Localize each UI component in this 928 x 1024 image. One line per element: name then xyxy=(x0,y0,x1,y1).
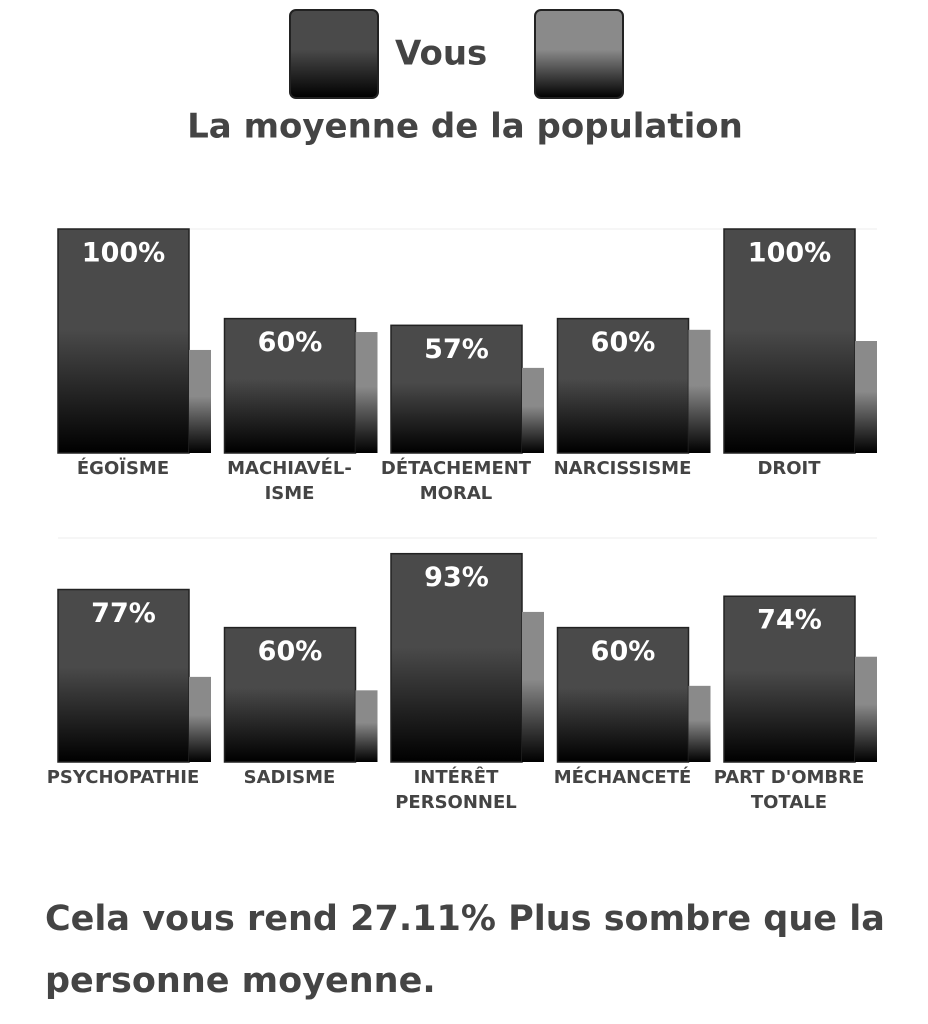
x-tick-label: DÉTACHEMENT MORAL xyxy=(380,458,532,504)
bar xyxy=(223,317,357,454)
bar xyxy=(390,324,523,454)
bar xyxy=(57,228,190,454)
value-label: 77% xyxy=(91,598,156,629)
bar xyxy=(189,349,211,453)
bar xyxy=(355,690,378,762)
bar xyxy=(522,367,544,453)
x-tick-label: SADISME xyxy=(243,767,336,788)
x-tick-label: NARCISSISME xyxy=(553,458,692,479)
x-tick-label: MÉCHANCETÉ xyxy=(553,767,692,788)
bar xyxy=(688,685,711,762)
x-tick-label: MACHIAVÉL- ISME xyxy=(227,458,352,504)
value-label: 60% xyxy=(258,636,323,667)
legend-swatch xyxy=(289,9,379,99)
bar xyxy=(57,588,190,763)
x-tick-label: PART D'OMBRE TOTALE xyxy=(713,767,865,813)
bar xyxy=(688,329,711,453)
value-label: 60% xyxy=(258,327,323,358)
bar xyxy=(223,626,357,763)
legend-label: La moyenne de la population xyxy=(187,107,743,147)
value-label: 60% xyxy=(591,327,656,358)
x-tick-label: DROIT xyxy=(757,458,821,479)
value-label: 57% xyxy=(424,334,489,365)
bar xyxy=(723,595,856,763)
value-label: 93% xyxy=(424,562,489,593)
bar xyxy=(556,626,690,763)
bar xyxy=(855,656,877,762)
bar xyxy=(355,332,378,453)
legend-label: Vous xyxy=(395,34,487,74)
bar xyxy=(522,611,544,762)
value-label: 60% xyxy=(591,636,656,667)
x-tick-label: INTÉRÊT PERSONNEL xyxy=(395,767,517,813)
summary: Cela vous rend 27.11% Plus sombre que la… xyxy=(45,899,885,1001)
x-tick-label: ÉGOÏSME xyxy=(76,458,170,479)
bar xyxy=(390,552,523,763)
x-tick-label: PSYCHOPATHIE xyxy=(46,767,200,788)
bar xyxy=(189,676,211,762)
value-label: 100% xyxy=(82,238,165,269)
legend-swatch xyxy=(534,9,624,99)
value-label: 100% xyxy=(748,238,831,269)
bar xyxy=(855,341,877,453)
value-label: 74% xyxy=(757,605,822,636)
